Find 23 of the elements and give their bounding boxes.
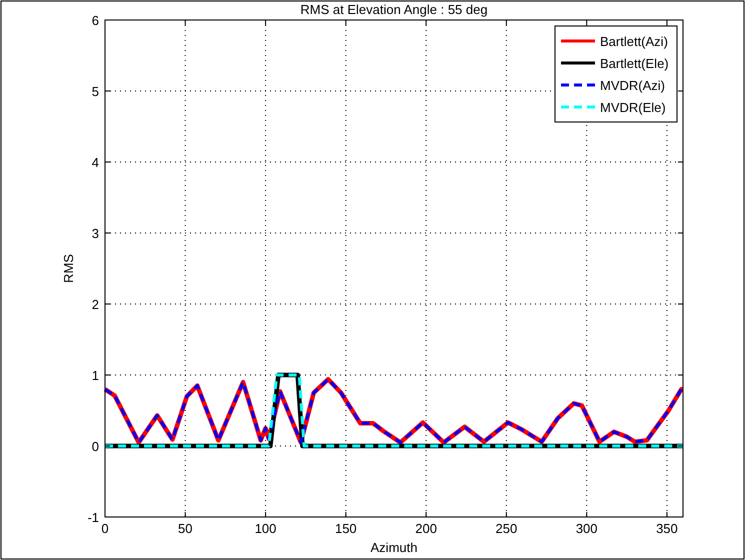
x-tick-label: 250 bbox=[496, 521, 518, 536]
legend-label: Bartlett(Azi) bbox=[600, 34, 668, 49]
x-tick-label: 100 bbox=[254, 521, 276, 536]
y-tick-label: -1 bbox=[87, 510, 99, 525]
y-tick-label: 5 bbox=[92, 84, 99, 99]
legend-label: MVDR(Azi) bbox=[600, 78, 665, 93]
x-tick-label: 150 bbox=[334, 521, 357, 536]
y-tick-label: 0 bbox=[92, 439, 99, 454]
x-axis-title: Azimuth bbox=[370, 540, 418, 555]
y-tick-label: 2 bbox=[92, 297, 99, 312]
y-tick-label: 4 bbox=[92, 155, 99, 170]
y-tick-label: 3 bbox=[92, 226, 99, 241]
legend-label: Bartlett(Ele) bbox=[600, 56, 669, 71]
legend-label: MVDR(Ele) bbox=[600, 100, 666, 115]
chart-title: RMS at Elevation Angle : 55 deg bbox=[300, 2, 488, 17]
y-tick-label: 6 bbox=[92, 13, 99, 28]
x-tick-label: 50 bbox=[178, 521, 193, 536]
y-axis-title: RMS bbox=[61, 254, 76, 283]
x-tick-label: 300 bbox=[576, 521, 598, 536]
x-tick-label: 200 bbox=[415, 521, 437, 536]
x-tick-label: 0 bbox=[101, 521, 109, 536]
y-tick-label: 1 bbox=[92, 368, 99, 383]
x-tick-label: 350 bbox=[656, 521, 678, 536]
